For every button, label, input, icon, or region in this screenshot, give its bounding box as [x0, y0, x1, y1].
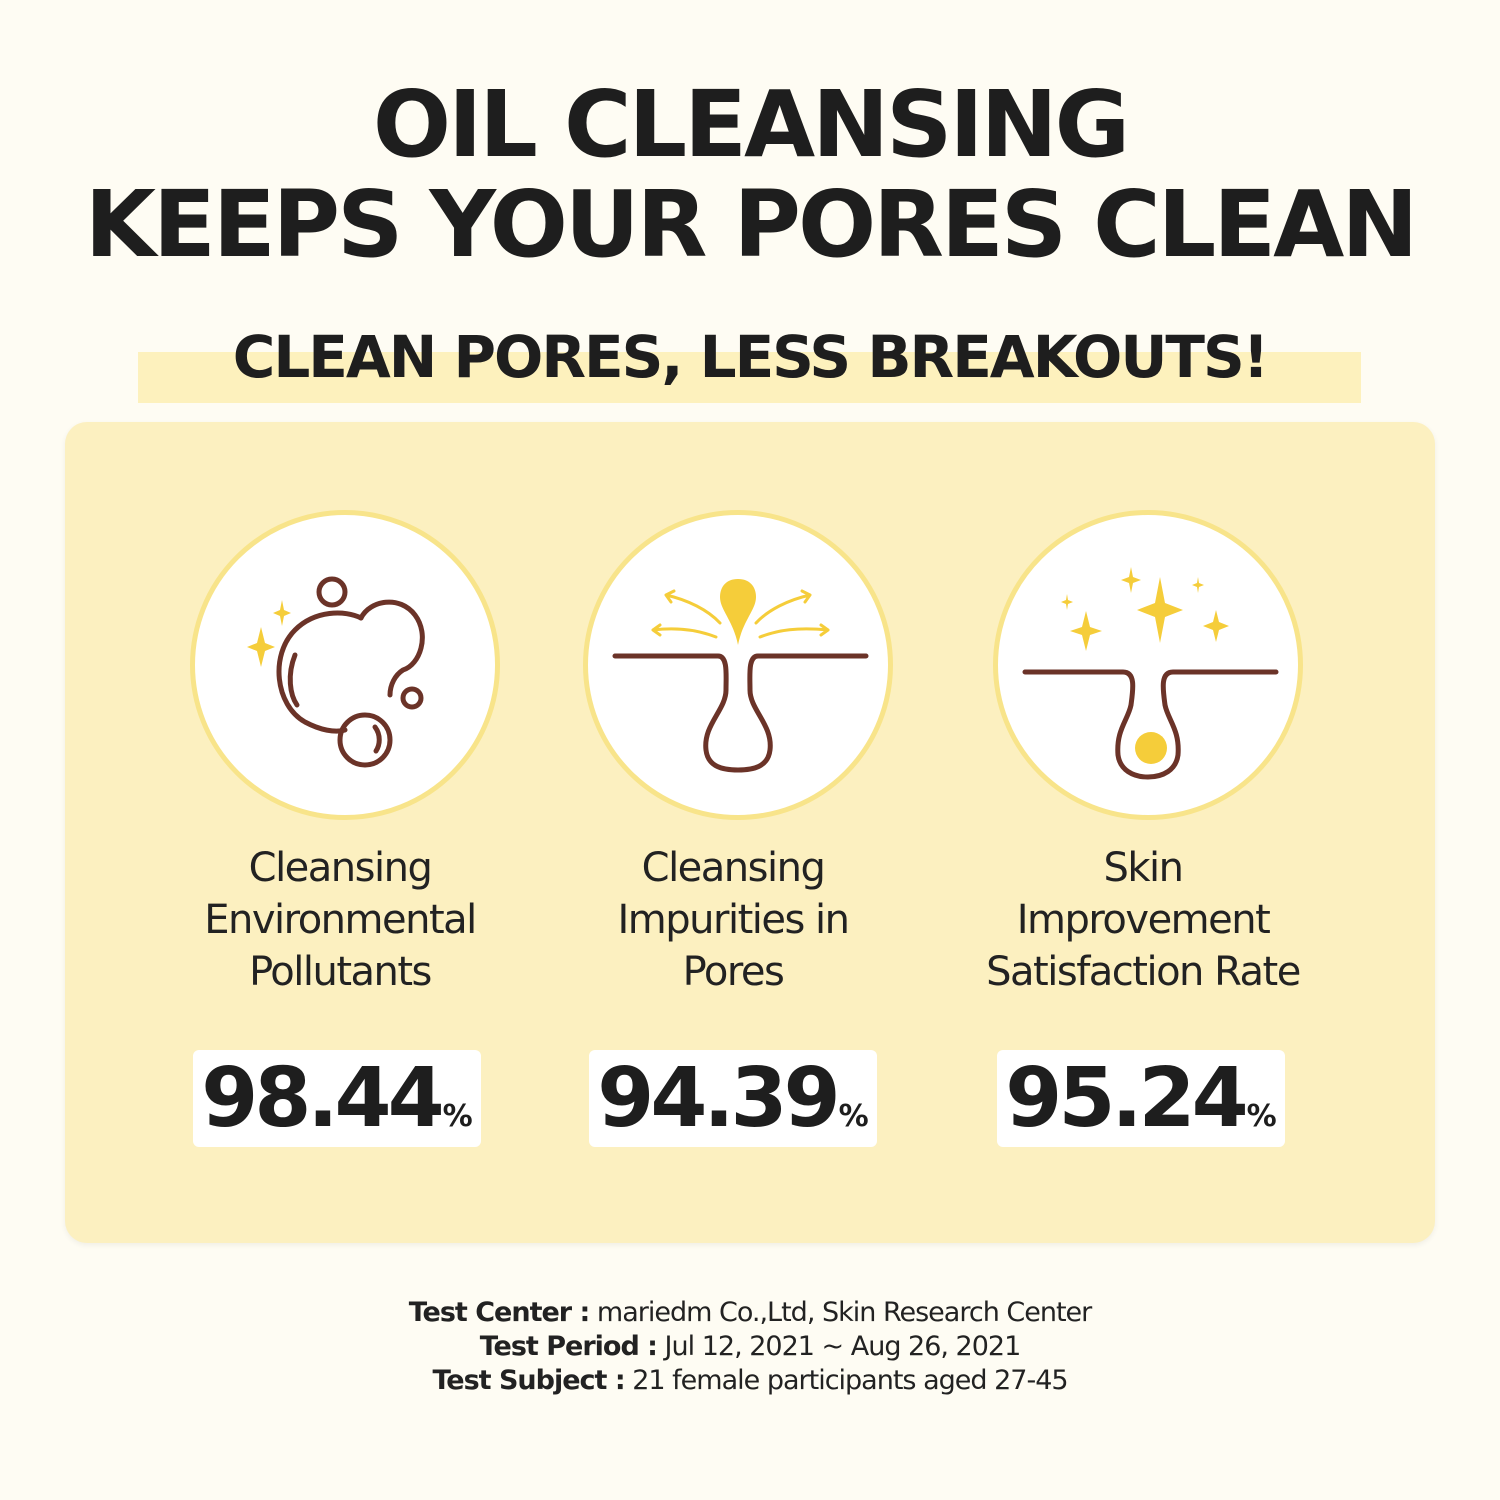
- clean-pore-sparkle-icon: [1022, 567, 1279, 780]
- stat-value-box: 95.24%: [997, 1050, 1285, 1147]
- stat-value-box: 98.44%: [193, 1050, 481, 1147]
- stat-unit: %: [838, 1099, 869, 1134]
- subheadline-highlight: [138, 352, 1361, 403]
- stat-value: 98.44: [201, 1051, 444, 1146]
- pore-cleansing-icon: [612, 579, 869, 773]
- footer-test-period: Test Period : Jul 12, 2021 ~ Aug 26, 202…: [479, 1331, 1022, 1362]
- bubbles-sparkle-icon: [247, 576, 425, 768]
- icon-circle: [583, 510, 893, 820]
- stat-label: Skin Improvement Satisfaction Rate: [986, 845, 1301, 995]
- subheadline: CLEAN PORES, LESS BREAKOUTS!: [232, 323, 1269, 391]
- footer-test-center: Test Center : mariedm Co.,Ltd, Skin Rese…: [408, 1297, 1093, 1328]
- stat-value: 94.39: [597, 1051, 840, 1146]
- headline-line-1: OIL CLEANSING: [372, 71, 1130, 178]
- icon-circle: [190, 510, 500, 820]
- stat-unit: %: [442, 1099, 473, 1134]
- stat-label: Cleansing Impurities in Pores: [617, 845, 851, 995]
- icon-circle: [993, 510, 1303, 820]
- headline-line-2: KEEPS YOUR PORES CLEAN: [84, 171, 1419, 278]
- stats-panel: Cleansing Environmental Pollutants 98.44…: [65, 422, 1435, 1243]
- stat-unit: %: [1246, 1099, 1277, 1134]
- footer-test-subject: Test Subject : 21 female participants ag…: [432, 1365, 1068, 1396]
- stat-value: 95.24: [1005, 1051, 1248, 1146]
- stat-value-box: 94.39%: [589, 1050, 877, 1147]
- stat-label: Cleansing Environmental Pollutants: [204, 845, 477, 995]
